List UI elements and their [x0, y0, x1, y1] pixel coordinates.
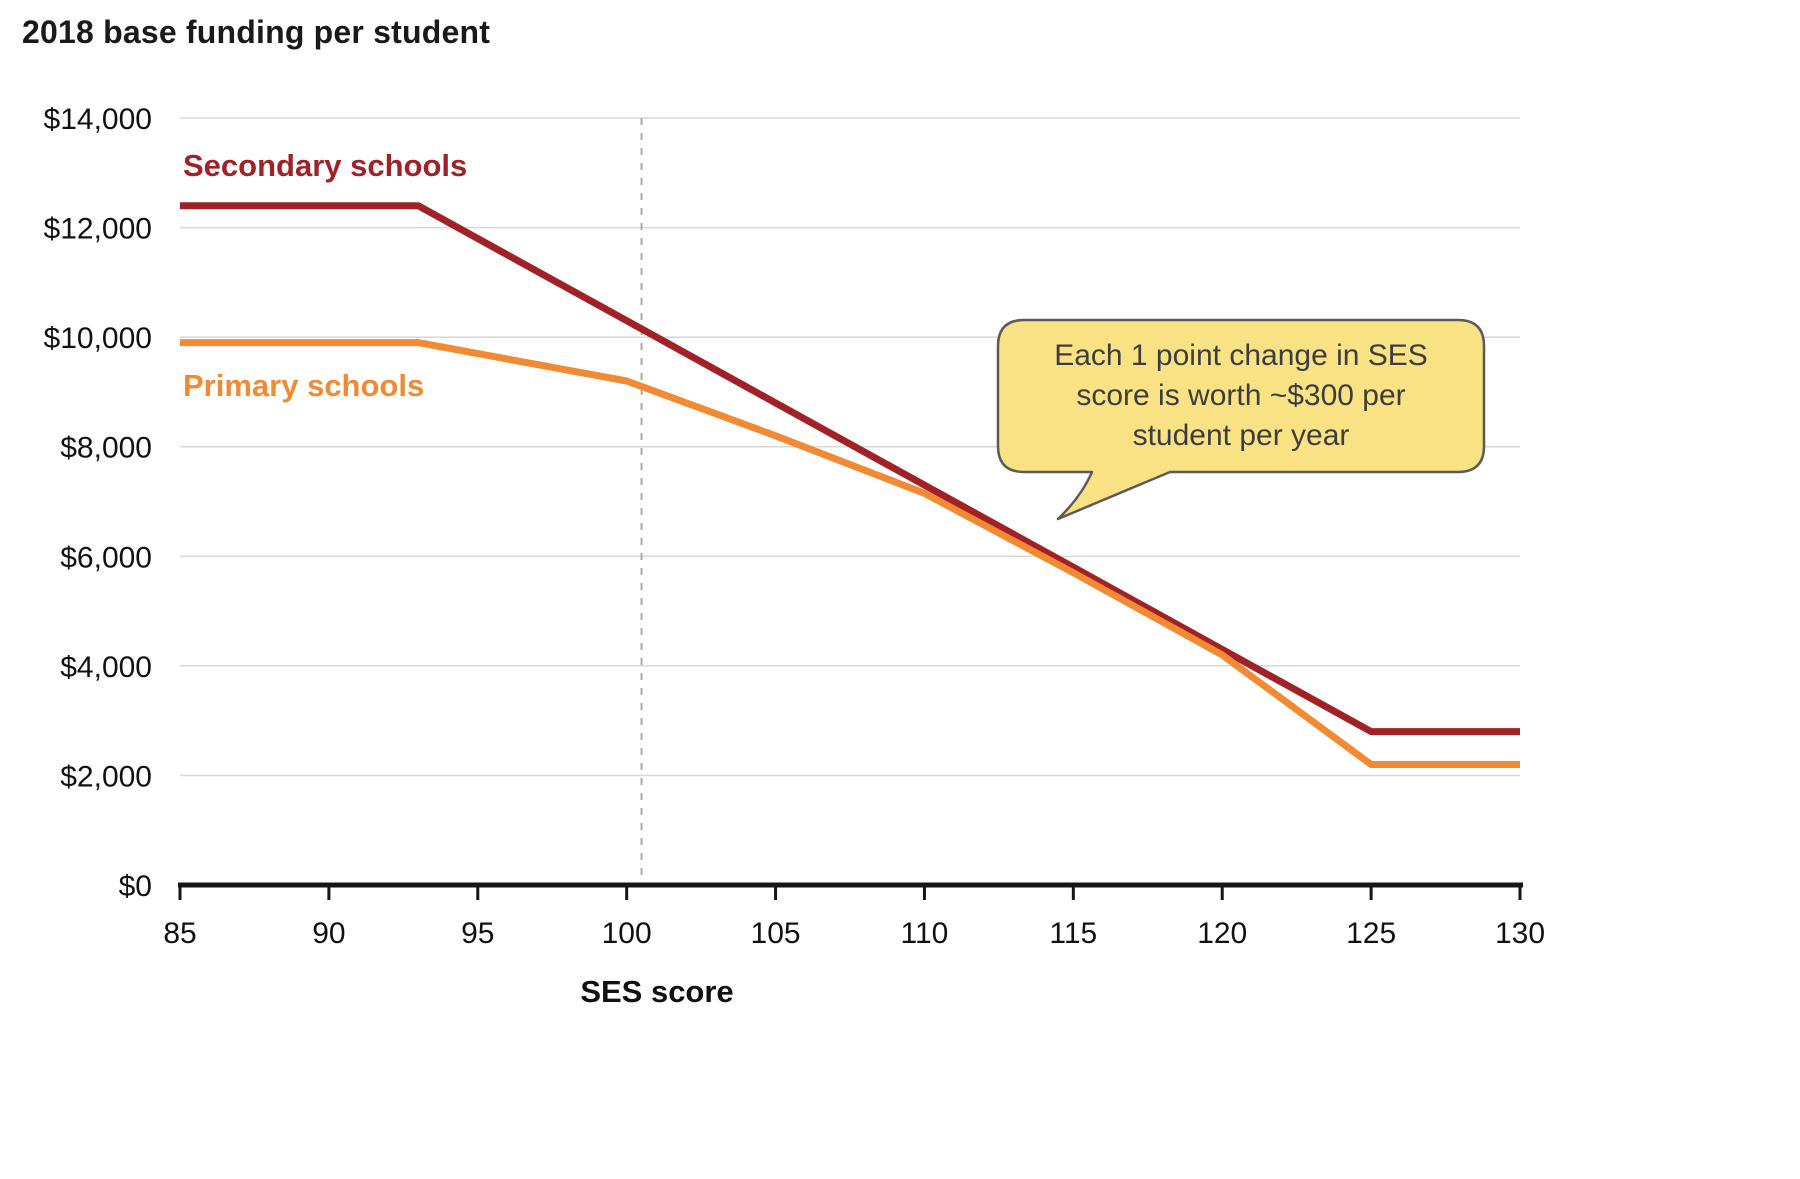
x-tick-label: 85 — [163, 917, 196, 950]
x-tick-label: 90 — [312, 917, 345, 950]
callout-annotation: Each 1 point change in SES score is wort… — [998, 336, 1484, 456]
y-tick-label: $0 — [119, 870, 152, 903]
callout-line: student per year — [1132, 419, 1350, 452]
series-line-secondary-schools — [180, 202, 1520, 736]
x-tick-label: 120 — [1197, 917, 1247, 950]
callout-line: Each 1 point change in SES — [1054, 339, 1428, 372]
x-tick-label: 130 — [1495, 917, 1545, 950]
x-axis-title: SES score — [580, 974, 734, 1009]
y-tick-label: $2,000 — [60, 760, 152, 793]
y-tick-label: $12,000 — [44, 213, 152, 246]
y-tick-label: $4,000 — [60, 651, 152, 684]
x-tick-label: 100 — [602, 917, 652, 950]
y-tick-label: $10,000 — [44, 322, 152, 355]
x-tick-label: 95 — [461, 917, 494, 950]
chart-title: 2018 base funding per student — [22, 14, 491, 50]
x-tick-label: 115 — [1049, 917, 1097, 950]
series-label-primary: Primary schools — [183, 368, 425, 403]
callout-line: score is worth ~$300 per — [1076, 379, 1406, 412]
y-tick-label: $8,000 — [60, 432, 152, 465]
x-tick-label: 125 — [1346, 917, 1396, 950]
x-tick-label: 110 — [901, 917, 949, 950]
callout-bubble — [996, 318, 1486, 521]
y-tick-label: $6,000 — [60, 541, 152, 574]
y-tick-label: $14,000 — [44, 103, 152, 136]
series-line-primary-schools — [180, 339, 1520, 768]
series-label-secondary: Secondary schools — [183, 148, 468, 183]
x-tick-label: 105 — [751, 917, 801, 950]
